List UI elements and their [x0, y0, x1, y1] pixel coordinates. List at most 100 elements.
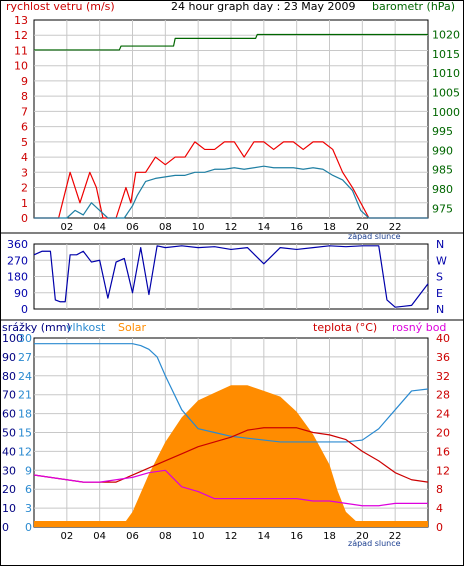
rain-tick-label: 20 [2, 483, 16, 496]
compass-label: N [436, 238, 444, 251]
x-tick-label: 06 [126, 531, 139, 542]
legend-humidity: vlhkost [66, 321, 106, 334]
temp-tick-label: 4 [436, 502, 443, 515]
baro-tick-label: 1005 [432, 86, 460, 99]
x-tick-label: 16 [290, 222, 303, 233]
baro-tick-label: 990 [432, 144, 453, 157]
baro-tick-label: 1020 [432, 28, 460, 41]
humidity-tick-label: 9 [25, 464, 32, 477]
chart-title: 24 hour graph day : 23 May 2009 [171, 0, 356, 13]
humidity-tick-label: 15 [18, 427, 32, 440]
dir-tick-label: 180 [7, 271, 28, 284]
x-tick-label: 22 [389, 531, 402, 542]
series-barometr [34, 33, 428, 51]
x-tick-label: 20 [356, 531, 369, 542]
temp-tick-label: 20 [436, 427, 450, 440]
sunset-label-1: západ slunce [348, 232, 401, 241]
temp-tick-label: 40 [436, 332, 450, 345]
x-tick-label: 16 [290, 531, 303, 542]
legend-solar: Solar [118, 321, 147, 334]
x-tick-label: 08 [159, 222, 172, 233]
humidity-tick-label: 24 [18, 370, 32, 383]
x-tick-label: 02 [60, 531, 73, 542]
dir-tick-label: 90 [14, 287, 28, 300]
x-tick-label: 08 [159, 531, 172, 542]
rain-tick-label: 90 [2, 351, 16, 364]
wind-tick-label: 12 [14, 29, 28, 42]
dir-tick-label: 360 [7, 238, 28, 251]
baro-axis-label: barometr (hPa) [372, 0, 455, 13]
rain-tick-label: 100 [2, 332, 23, 345]
series-direction [33, 245, 429, 308]
compass-label: N [436, 303, 444, 316]
wind-tick-label: 4 [21, 151, 28, 164]
temp-tick-label: 12 [436, 464, 450, 477]
wind-tick-label: 0 [21, 212, 28, 225]
rain-tick-label: 50 [2, 427, 16, 440]
x-tick-label: 22 [389, 222, 402, 233]
wind-tick-label: 6 [21, 121, 28, 134]
legend-dew: rosný bod [392, 321, 446, 334]
humidity-tick-label: 6 [25, 483, 32, 496]
x-tick-label: 10 [192, 531, 205, 542]
legend-temp: teplota (°C) [313, 321, 377, 334]
series-speed [34, 165, 428, 219]
temp-tick-label: 28 [436, 389, 450, 402]
x-tick-label: 12 [225, 531, 238, 542]
baro-tick-label: 980 [432, 183, 453, 196]
x-tick-label: 02 [60, 222, 73, 233]
baro-tick-label: 1015 [432, 48, 460, 61]
humidity-tick-label: 18 [18, 408, 32, 421]
rain-tick-label: 60 [2, 408, 16, 421]
wind-axis-label: rychlost vetru (m/s) [6, 0, 115, 13]
baro-tick-label: 975 [432, 202, 453, 215]
rain-tick-label: 0 [2, 521, 9, 534]
humidity-tick-label: 12 [18, 445, 32, 458]
compass-label: E [436, 287, 443, 300]
x-tick-label: 10 [192, 222, 205, 233]
x-tick-label: 18 [323, 531, 336, 542]
temp-tick-label: 24 [436, 408, 450, 421]
sunset-label-3: západ slunce [348, 539, 401, 548]
rain-tick-label: 80 [2, 370, 16, 383]
x-tick-label: 12 [225, 222, 238, 233]
baro-tick-label: 995 [432, 125, 453, 138]
temp-tick-label: 36 [436, 351, 450, 364]
x-tick-label: 06 [126, 222, 139, 233]
temp-tick-label: 32 [436, 370, 450, 383]
humidity-tick-label: 21 [18, 389, 32, 402]
wind-tick-label: 11 [14, 44, 28, 57]
series-gust [34, 141, 428, 219]
x-tick-label: 14 [257, 222, 270, 233]
humidity-tick-label: 3 [25, 502, 32, 515]
temp-tick-label: 8 [436, 483, 443, 496]
series-humidity [34, 343, 429, 443]
dir-tick-label: 270 [7, 254, 28, 267]
temp-tick-label: 16 [436, 445, 450, 458]
compass-label: W [436, 254, 447, 267]
wind-tick-label: 1 [21, 197, 28, 210]
legend-rain: srážky (mm) [2, 321, 71, 334]
wind-tick-label: 2 [21, 182, 28, 195]
solar-baseline [34, 521, 428, 527]
wind-tick-label: 8 [21, 90, 28, 103]
wind-tick-label: 7 [21, 105, 28, 118]
baro-tick-label: 1010 [432, 67, 460, 80]
x-tick-label: 04 [93, 222, 106, 233]
humidity-tick-label: 0 [25, 521, 32, 534]
series-dew-point [33, 469, 428, 507]
x-tick-label: 04 [93, 531, 106, 542]
humidity-tick-label: 27 [18, 351, 32, 364]
rain-tick-label: 10 [2, 502, 16, 515]
wind-tick-label: 10 [14, 60, 28, 73]
rain-tick-label: 30 [2, 464, 16, 477]
x-tick-label: 20 [356, 222, 369, 233]
wind-tick-label: 9 [21, 75, 28, 88]
rain-tick-label: 70 [2, 389, 16, 402]
series-solar [34, 385, 428, 527]
humidity-tick-label: 30 [18, 332, 32, 345]
baro-tick-label: 1000 [432, 106, 460, 119]
x-tick-label: 18 [323, 222, 336, 233]
temp-tick-label: 0 [436, 521, 443, 534]
